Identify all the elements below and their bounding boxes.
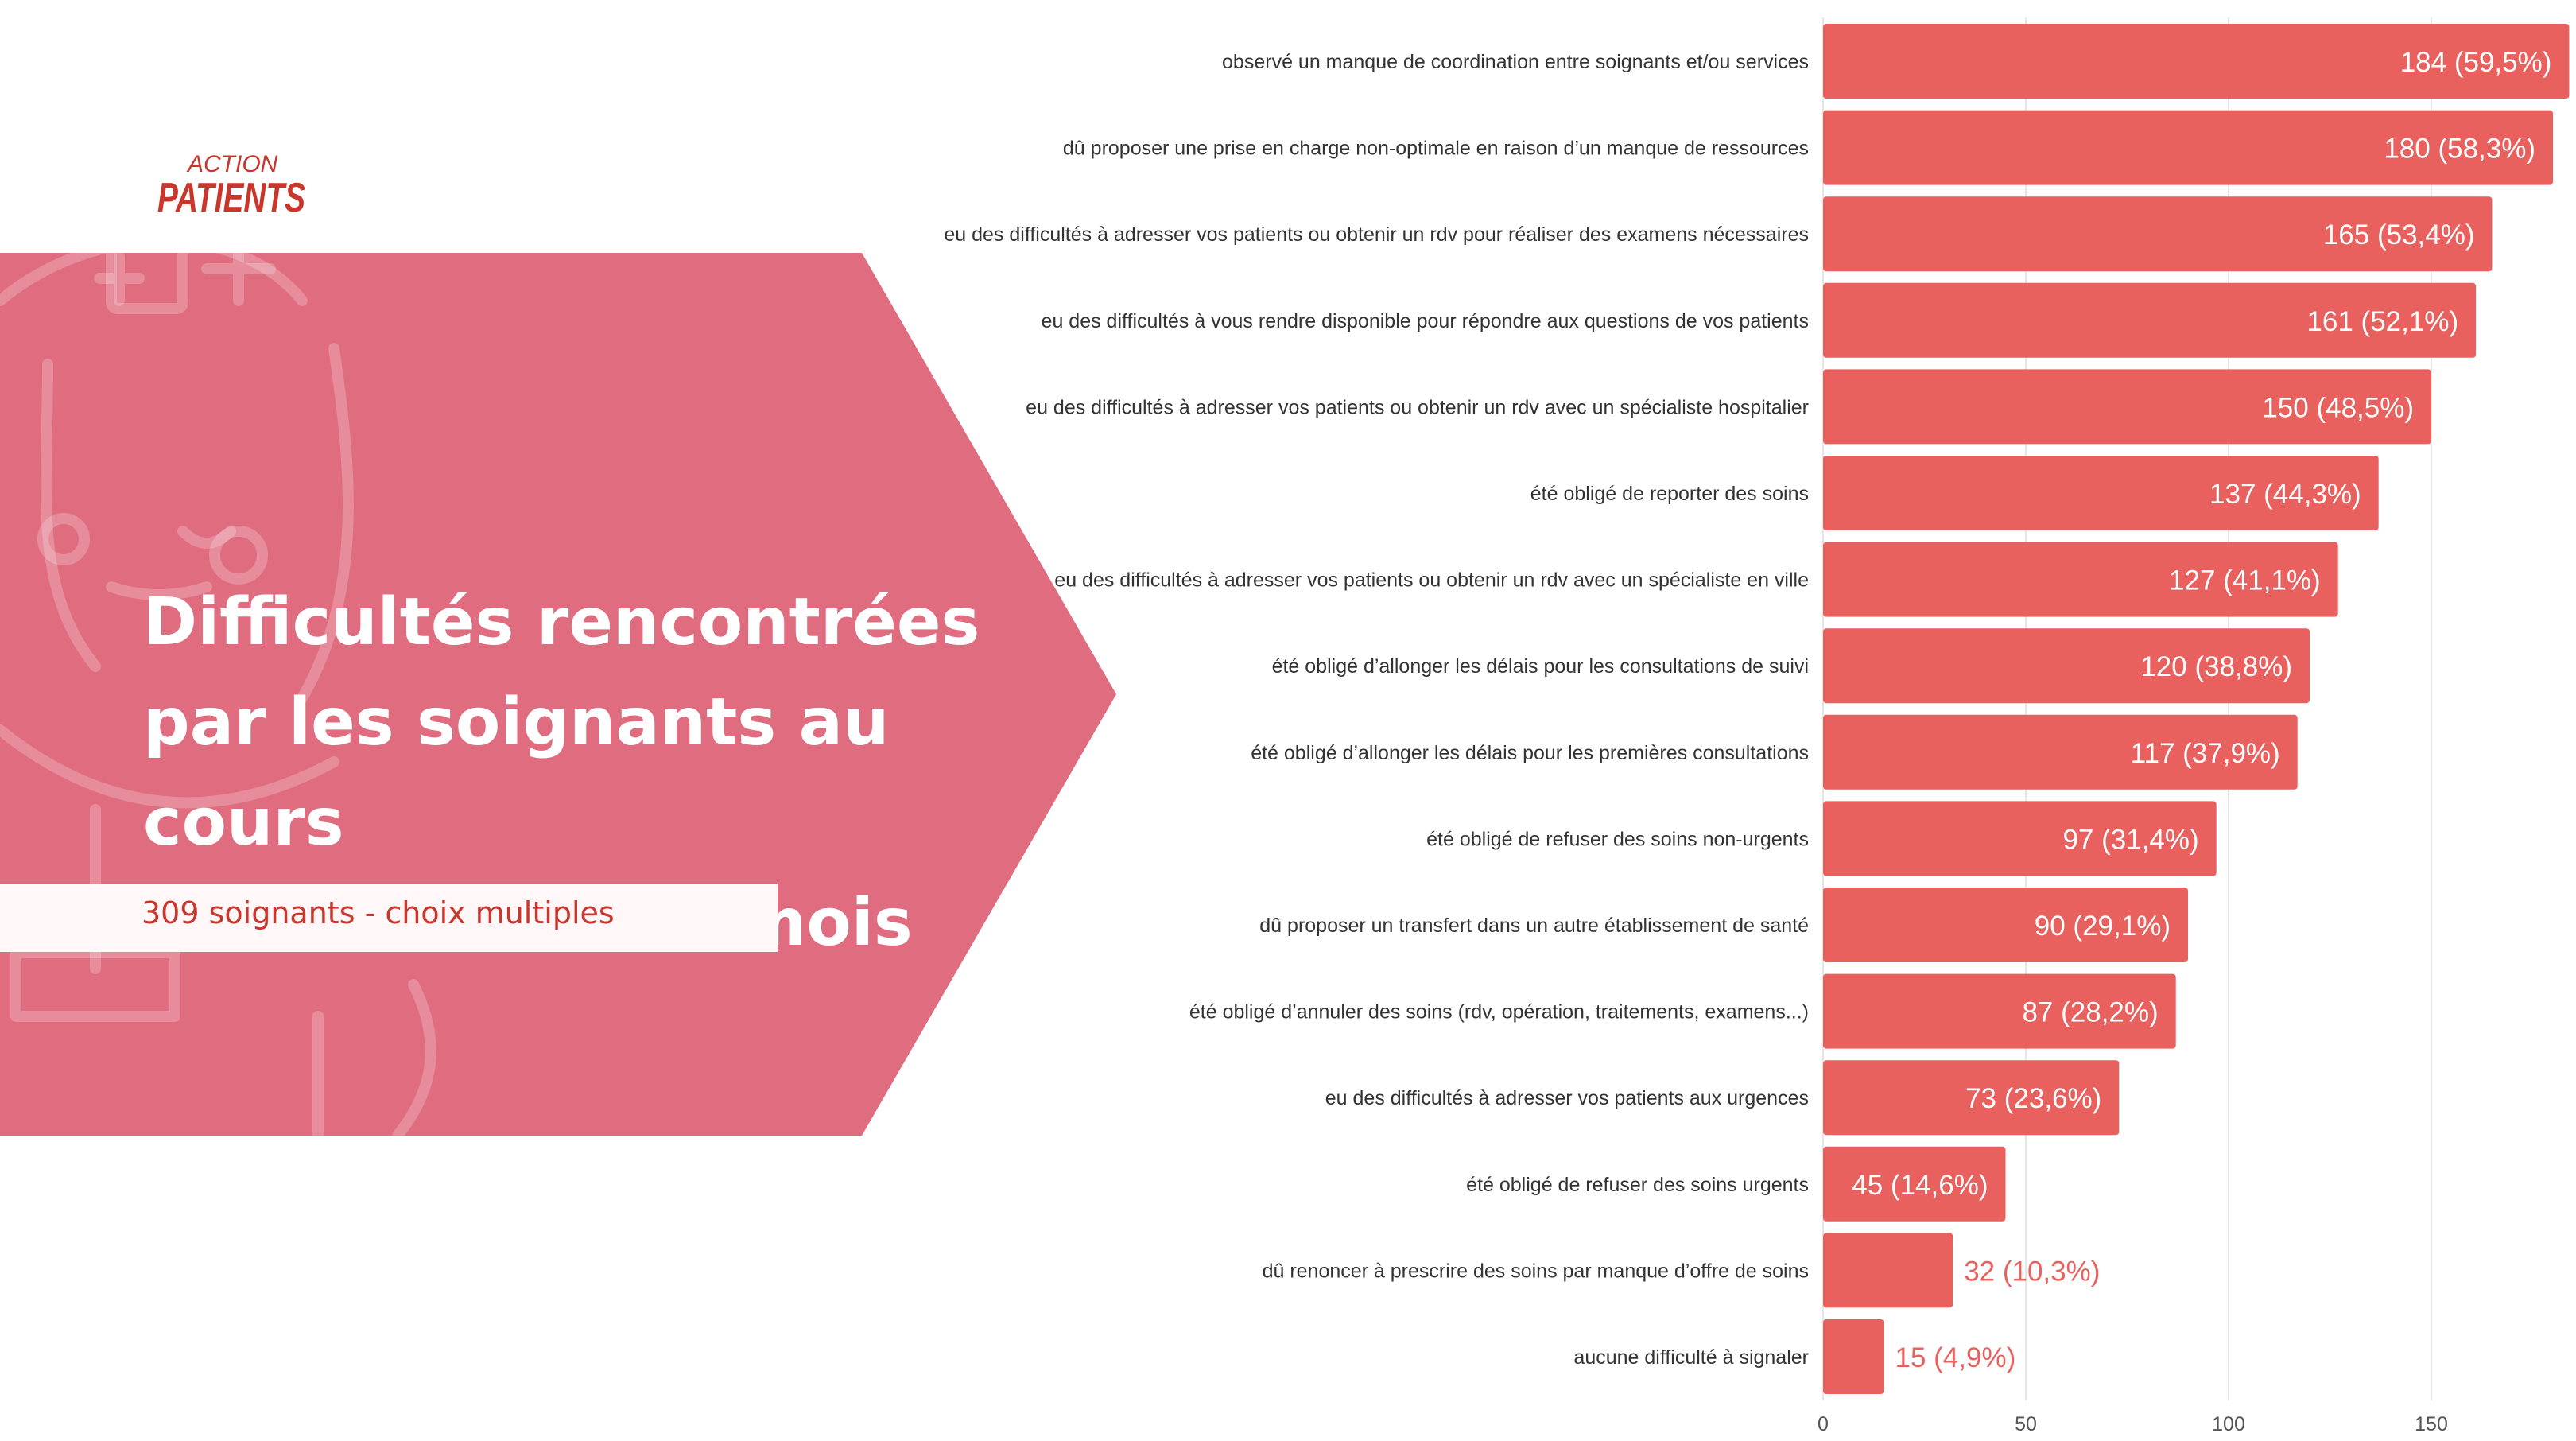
data-label: 137 (44,3%) (2209, 479, 2361, 510)
data-label: 97 (31,4%) (2062, 824, 2198, 855)
data-label: 180 (58,3%) (2384, 134, 2535, 165)
bar (1823, 24, 2570, 99)
category-label: été obligé de refuser des soins urgents (1466, 1174, 1809, 1196)
x-tick-label: 150 (2415, 1413, 2448, 1435)
category-label: eu des difficultés à adresser vos patien… (1054, 569, 1809, 592)
action-patients-logo: ACTION PATIENTS (157, 146, 308, 215)
bar (1823, 110, 2553, 185)
category-label: eu des difficultés à adresser vos patien… (1325, 1087, 1809, 1109)
bar (1823, 628, 2310, 704)
category-label: aucune difficulté à signaler (1573, 1346, 1809, 1369)
data-label: 161 (52,1%) (2306, 306, 2458, 337)
bar (1823, 1146, 2006, 1222)
category-label: eu des difficultés à adresser vos patien… (1026, 396, 1809, 418)
x-tick-label: 50 (2015, 1413, 2037, 1435)
bar (1823, 369, 2431, 445)
bar (1823, 801, 2217, 876)
data-label: 87 (28,2%) (2022, 997, 2158, 1028)
data-label: 150 (48,5%) (2262, 392, 2414, 423)
category-label: observé un manque de coordination entre … (1222, 51, 1809, 73)
logo-bottom-text: PATIENTS (157, 175, 305, 215)
title-line: par les soignants au cours (143, 685, 890, 860)
data-label: 32 (10,3%) (1964, 1256, 2100, 1287)
title-line: Difficultés rencontrées (143, 585, 980, 660)
x-tick-label: 100 (2212, 1413, 2245, 1435)
logo-graphic: ACTION PATIENTS (157, 151, 305, 215)
category-label: dû proposer une prise en charge non-opti… (1063, 138, 1809, 160)
subtitle: 309 soignants - choix multiples (142, 895, 615, 930)
data-label: 165 (53,4%) (2323, 219, 2475, 251)
data-label: 127 (41,1%) (2169, 565, 2321, 596)
data-label: 73 (23,6%) (1965, 1083, 2101, 1114)
category-label: été obligé d’annuler des soins (rdv, opé… (1189, 1001, 1809, 1023)
category-label: eu des difficultés à adresser vos patien… (944, 223, 1809, 246)
bar (1823, 196, 2493, 272)
data-label: 45 (14,6%) (1852, 1170, 1988, 1201)
category-label: dû renoncer à prescrire des soins par ma… (1263, 1260, 1809, 1282)
data-label: 184 (59,5%) (2400, 47, 2552, 78)
category-label: eu des difficultés à vous rendre disponi… (1042, 310, 1809, 332)
bar (1823, 282, 2477, 358)
bar (1823, 1233, 1953, 1308)
subtitle-box (0, 884, 778, 952)
bar (1823, 1319, 1884, 1394)
bar (1823, 973, 2176, 1049)
category-label: été obligé de reporter des soins (1530, 483, 1809, 505)
logo-top-text: ACTION (186, 151, 278, 177)
data-label: 120 (38,8%) (2140, 651, 2292, 682)
data-label: 90 (29,1%) (2035, 911, 2171, 942)
category-label: dû proposer un transfert dans un autre é… (1259, 915, 1809, 937)
category-label: été obligé de refuser des soins non-urge… (1426, 828, 1809, 850)
category-label: été obligé d’allonger les délais pour le… (1272, 655, 1809, 678)
data-label: 117 (37,9%) (2131, 738, 2280, 769)
data-label: 15 (4,9%) (1895, 1342, 2016, 1373)
bar (1823, 714, 2298, 790)
bar (1823, 888, 2188, 962)
bar (1823, 542, 2338, 617)
bar (1823, 456, 2379, 530)
category-label: été obligé d’allonger les délais pour le… (1251, 742, 1809, 764)
bar (1823, 1060, 2120, 1136)
x-tick-label: 0 (1818, 1413, 1829, 1435)
